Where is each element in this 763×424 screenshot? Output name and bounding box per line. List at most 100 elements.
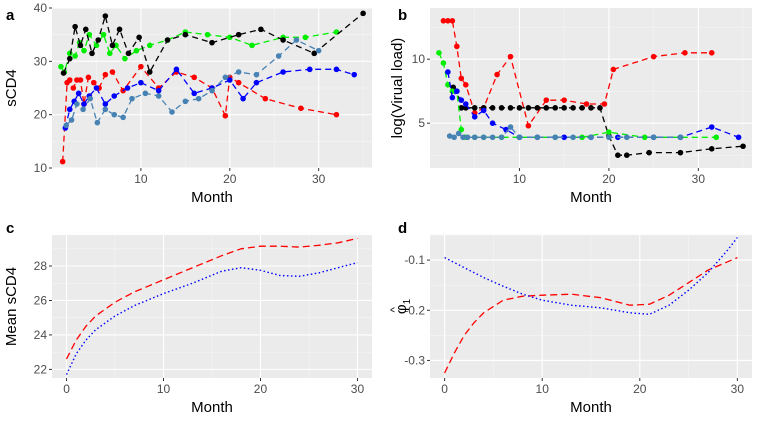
data-point-green [641,134,648,141]
panel-label: b [398,7,407,24]
data-point-steelblue [169,109,175,115]
data-point-steelblue [155,93,162,99]
data-point-black [209,39,215,46]
y-tick-label: 10 [412,52,426,66]
data-point-blue [561,134,567,141]
data-point-steelblue [570,134,576,141]
data-point-black [280,37,286,43]
data-point-red [650,53,657,60]
data-point-red [77,77,84,83]
data-point-red [601,101,608,107]
data-point-red [333,111,340,118]
data-point-green [81,47,87,54]
data-point-steelblue [451,134,457,141]
series-line-steelblue [65,39,319,126]
data-point-blue [489,120,496,126]
data-point-steelblue [275,53,282,59]
data-point-black [109,42,116,49]
data-point-red [440,18,447,24]
x-tick-label: 30 [351,382,365,396]
data-point-green [58,63,64,70]
data-point-blue [93,85,100,91]
data-point-steelblue [460,134,466,141]
y-tick-label: 10 [34,161,48,175]
y-tick-label: 28 [34,259,48,273]
data-point-red [708,50,715,56]
x-axis-title: Month [191,399,233,416]
data-point-black [95,37,102,43]
data-point-blue [102,101,109,107]
data-point-steelblue [111,111,118,118]
data-point-steelblue [480,134,487,141]
data-point-black [646,149,652,156]
data-point-steelblue [650,134,657,141]
data-point-red [298,105,304,112]
y-tick-label: 30 [34,54,48,68]
data-point-red [138,63,144,70]
data-point-black [102,13,109,19]
data-point-green [72,53,78,59]
data-point-green [302,34,309,41]
data-point-steelblue [182,98,189,105]
y-tick-label: 24 [34,328,48,342]
data-point-blue [155,87,162,94]
data-point-black [623,152,630,158]
data-point-steelblue [588,134,594,141]
data-point-black [136,34,142,41]
data-point-black [597,105,603,111]
data-point-red [583,101,590,107]
panel-label: d [398,220,407,237]
data-point-black [579,105,585,111]
data-point-blue [75,90,82,97]
panel-b: 10 20 30 5 10 b Month log(Virual load) [389,7,752,206]
data-point-steelblue [120,114,126,121]
data-point-steelblue [534,134,541,141]
data-point-red [525,122,532,129]
data-point-blue [173,66,180,73]
x-tick-label: 0 [441,382,448,396]
data-point-black [471,105,478,111]
data-point-blue [449,94,456,101]
x-tick-label: 30 [731,382,745,396]
data-point-steelblue [195,95,202,102]
data-point-steelblue [129,95,135,102]
data-point-green [226,34,233,41]
y-axis-title: log(Virual load) [389,38,406,139]
data-point-blue [454,88,460,94]
data-point-steelblue [74,101,80,107]
data-point-steelblue [489,134,496,141]
data-point-blue [333,66,340,73]
data-point-steelblue [102,106,109,113]
data-point-blue [280,69,286,75]
data-point-black [60,70,67,76]
data-point-green [66,50,73,57]
data-point-blue [351,71,358,78]
data-point-steelblue [80,106,86,113]
data-point-green [133,47,140,54]
data-point-black [235,31,242,38]
data-point-blue [81,101,87,107]
data-point-red [70,85,77,91]
data-point-green [106,50,113,57]
x-tick-label: 10 [157,382,171,396]
y-axis-title-hat: ^ [389,306,401,312]
data-point-green [436,50,442,56]
data-point-red [682,50,688,56]
data-point-green [440,60,447,66]
data-point-blue [66,106,73,113]
x-tick-label: 10 [134,172,148,186]
data-point-steelblue [222,74,229,81]
x-tick-label: 20 [223,172,237,186]
data-point-steelblue [94,119,101,126]
data-point-steelblue [552,134,559,141]
data-point-steelblue [68,117,75,123]
series-line-red [62,65,337,162]
data-point-blue [111,93,118,99]
data-point-blue [480,107,487,114]
data-point-black [588,105,594,111]
data-point-blue [191,90,198,97]
plot-background [430,8,752,168]
data-point-blue [471,114,478,120]
data-point-black [570,105,576,111]
data-point-green [713,134,720,141]
